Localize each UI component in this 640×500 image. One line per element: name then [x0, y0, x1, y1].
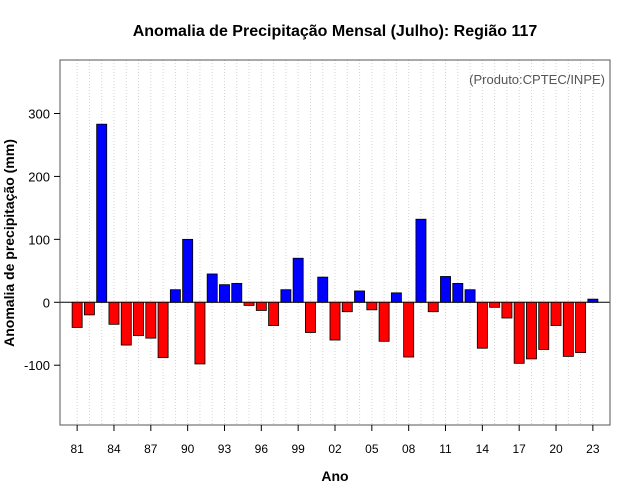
chart-title: Anomalia de Precipitação Mensal (Julho):… — [133, 23, 538, 40]
bar-1991 — [194, 301, 206, 365]
x-tick-label: 05 — [365, 442, 379, 456]
bar-2020 — [550, 301, 562, 326]
bar-2004 — [354, 290, 365, 303]
bar-2013 — [464, 289, 476, 303]
y-tick-label: 100 — [28, 232, 50, 247]
bar-1994 — [231, 283, 243, 303]
bar-2006 — [378, 301, 390, 342]
bar-1987 — [145, 301, 157, 339]
bar-1983 — [96, 123, 108, 303]
bar-2012 — [452, 283, 464, 303]
bar-1998 — [280, 289, 292, 303]
bar-1984 — [108, 301, 120, 325]
bar-1996 — [255, 301, 267, 311]
bar-1989 — [169, 289, 181, 303]
y-tick-label: -100 — [24, 358, 50, 373]
bar-2015 — [489, 301, 501, 308]
y-tick-label: 300 — [28, 106, 50, 121]
bar-1990 — [182, 238, 194, 303]
x-tick-label: 96 — [255, 442, 269, 456]
y-axis: -100 0 100 200 300 — [24, 106, 60, 373]
x-tick-label: 84 — [107, 442, 121, 456]
bar-1981 — [71, 301, 83, 328]
bar-2023 — [587, 298, 599, 303]
x-tick-label: 02 — [328, 442, 342, 456]
y-tick-label: 200 — [28, 169, 50, 184]
bar-2019 — [538, 301, 550, 350]
bar-2022 — [575, 301, 587, 354]
bar-2021 — [562, 301, 574, 357]
bar-2008 — [403, 301, 415, 358]
bars — [71, 123, 599, 365]
bar-1999 — [292, 257, 304, 303]
x-tick-label: 17 — [513, 442, 527, 456]
x-tick-label: 93 — [218, 442, 232, 456]
x-axis-title: Ano — [321, 468, 348, 484]
x-tick-label: 08 — [402, 442, 416, 456]
x-tick-label: 20 — [549, 442, 563, 456]
bar-1995 — [243, 301, 255, 306]
x-tick-label: 99 — [291, 442, 305, 456]
x-tick-label: 87 — [144, 442, 158, 456]
bar-2017 — [513, 301, 525, 364]
bar-1993 — [219, 284, 230, 303]
bar-1982 — [83, 301, 95, 316]
bar-1988 — [157, 301, 169, 359]
bar-2007 — [390, 292, 402, 303]
bar-2011 — [440, 276, 451, 303]
bar-2010 — [427, 301, 439, 313]
source-credit: (Produto:CPTEC/INPE) — [469, 72, 605, 87]
y-tick-label: 0 — [43, 295, 50, 310]
x-tick-label: 14 — [476, 442, 490, 456]
x-tick-label: 81 — [70, 442, 84, 456]
bar-2018 — [526, 301, 537, 360]
bar-2003 — [341, 301, 353, 313]
bar-1985 — [120, 301, 132, 346]
x-tick-label: 23 — [586, 442, 600, 456]
y-axis-title: Anomalia de precipitação (mm) — [1, 139, 17, 347]
bar-2000 — [305, 301, 316, 333]
bar-2014 — [476, 301, 488, 349]
bar-1997 — [268, 301, 280, 326]
x-tick-label: 11 — [439, 442, 452, 456]
bar-2016 — [501, 301, 513, 319]
grid — [76, 60, 594, 425]
bar-2002 — [329, 301, 341, 341]
bar-2001 — [317, 276, 329, 303]
bar-1986 — [133, 301, 144, 337]
x-tick-label: 90 — [181, 442, 195, 456]
bar-1992 — [206, 273, 218, 303]
bar-2009 — [415, 218, 427, 303]
bar-2005 — [366, 301, 378, 311]
x-axis: 81 84 87 90 93 96 99 02 05 08 11 14 17 20 23 — [70, 425, 600, 456]
